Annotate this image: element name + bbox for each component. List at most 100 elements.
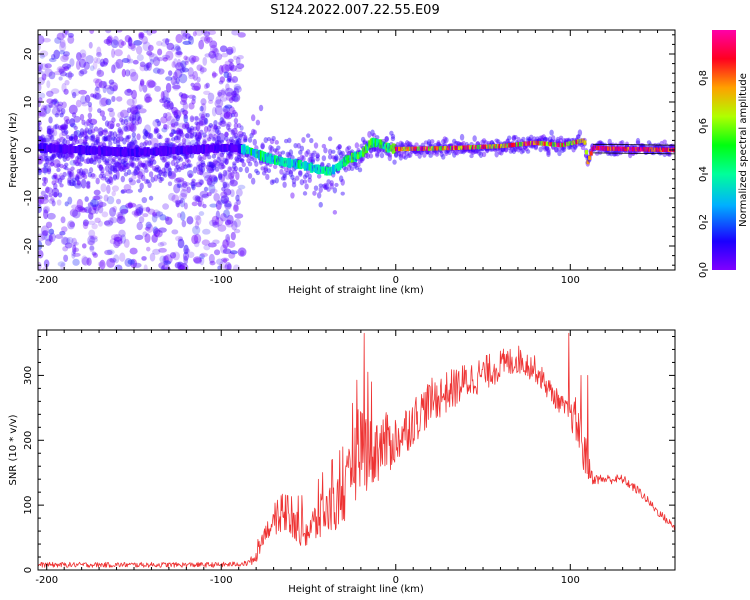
spectrogram-cell [207,180,216,187]
spectrogram-cell [352,152,356,162]
spectrogram-cell [38,121,41,128]
spectrogram-cell [134,208,142,217]
spectrogram-cell [123,171,129,177]
spectrogram-cell [88,167,94,174]
spectrogram-cell [226,144,230,152]
spectrogram-cell [123,146,127,158]
spectrogram-cell [82,136,88,144]
spectrogram-cell [381,138,386,144]
spectrogram-cell [469,154,474,159]
spectrogram-cell [120,147,124,157]
spectrogram-cell [202,228,211,235]
spectrogram-cell [194,181,203,188]
spectrogram-cell [67,220,76,230]
spectrogram-cell [203,31,211,37]
spectrogram-cell [155,211,164,217]
spectrogram-cell [288,170,294,178]
spectrogram-cell [237,130,244,138]
spectrogram-cell [69,221,75,228]
spectrogram-cell [486,141,491,146]
spectrogram-cell [58,144,62,154]
spectrogram-cell [184,248,191,253]
spectrogram-cell [93,126,99,132]
spectrogram-cell [233,122,239,130]
spectrogram-cell [205,164,210,170]
spectrogram-cell [70,123,77,128]
spectrogram-cell [227,166,232,173]
spectrogram-cell [534,140,538,146]
spectrogram-cell [48,57,57,63]
spectrogram-cell [146,61,152,71]
spectrogram-cell [415,146,419,151]
spectrogram-cell [388,145,392,152]
spectrogram-cell [201,193,209,199]
spectrogram-cell [89,118,98,125]
spectrogram-cell [61,144,65,154]
spectrogram-cell [142,84,148,93]
spectrogram-cell [213,48,220,58]
spectrogram-cell [426,141,432,147]
spectrogram-cell [408,151,413,158]
spectrogram-cell [225,91,233,101]
spectrogram-cell [156,166,162,173]
spectrogram-cell [659,140,664,148]
spectrogram-cell [90,173,96,178]
spectrogram-cell [59,41,67,52]
spectrogram-cell [217,145,221,152]
spectrogram-cell [104,249,113,256]
spectrogram-cell [174,68,183,79]
spectrogram-cell [228,97,234,104]
spectrogram-cell [39,142,43,153]
spectrogram-cell [142,163,148,170]
spectrogram-cell [161,96,168,103]
spectrogram-cell [453,150,459,156]
spectrogram-cell [153,228,161,237]
spectrogram-cell [38,135,41,140]
spectrogram-cell [212,47,219,55]
spectrogram-cell [469,142,474,147]
spectrogram-cell [183,164,188,170]
spectrogram-cell [374,138,378,148]
spectrogram-cell [145,221,152,229]
spectrogram-cell [282,173,287,181]
spectrogram-cell [273,155,277,165]
spectrogram-cell [126,148,130,157]
spectrogram-cell [247,173,253,179]
spectrogram-cell [149,148,153,155]
spectrogram-cell [298,149,303,155]
spectrogram-cell [510,145,515,153]
spectrogram-cell [196,121,201,132]
spectrogram-cell [255,119,261,126]
spectrogram-cell [199,168,204,176]
spectrogram-cell [99,110,105,117]
spectrogram-y-axis-label: Frequency (Hz) [8,112,19,188]
spectrogram-cell [134,165,140,172]
spectrogram-cell [51,200,56,207]
spectrogram-cell [224,261,232,270]
spectrogram-cell [532,136,537,142]
spectrogram-cell [481,144,485,150]
spectrogram-cell [244,146,248,153]
spectrogram-cell [258,149,262,161]
spectrogram-cell [406,153,411,159]
spectrogram-cell [111,156,116,163]
spectrogram-cell [496,139,501,144]
spectrogram-cell [226,263,232,270]
spectrogram-cell [158,134,163,140]
spectrogram-cell [130,160,135,167]
spectrogram-cell [158,169,163,175]
spectrogram-cell [175,177,185,183]
spectrogram-cell [144,178,149,185]
spectrogram-cell [86,184,91,190]
spectrogram-cell [172,84,181,90]
spectrogram-cell [51,187,60,198]
spectrogram-cell [233,166,239,172]
spectrogram-cell [570,140,574,146]
spectrogram-cell [176,46,182,55]
spectrogram-cell [607,138,612,146]
spectrogram-cell [277,157,281,165]
spectrogram-cell [179,146,183,155]
spectrogram-cell [181,220,187,228]
spectrogram-cell [90,173,97,180]
spectrogram-cell [380,141,384,149]
